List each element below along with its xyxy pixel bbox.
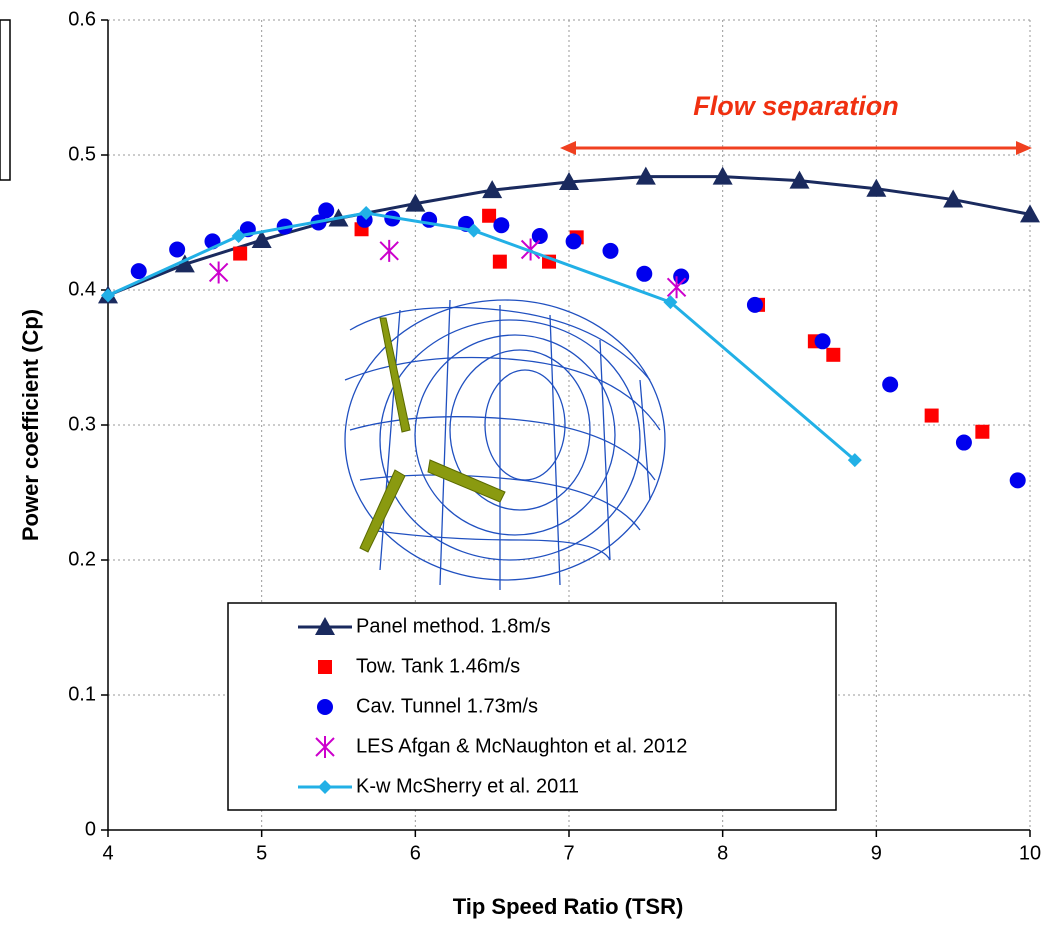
marker (359, 206, 374, 221)
marker (208, 261, 229, 284)
marker (602, 242, 619, 259)
turbine-blades (359, 317, 506, 553)
legend-marker (315, 736, 335, 758)
marker (1020, 204, 1040, 223)
marker (492, 254, 507, 269)
marker (559, 172, 579, 190)
legend-marker (317, 699, 333, 715)
y-tick-label: 0.2 (68, 548, 96, 570)
marker (130, 263, 147, 280)
x-tick-label: 4 (102, 842, 113, 864)
marker (405, 193, 426, 212)
marker (531, 228, 548, 244)
marker (866, 178, 887, 197)
legend-label: LES Afgan & McNaughton et al. 2012 (356, 735, 687, 757)
marker (169, 241, 186, 258)
y-tick-label: 0.4 (68, 278, 96, 300)
marker (943, 189, 964, 208)
marker (233, 246, 248, 261)
marker (955, 434, 972, 451)
marker (635, 166, 656, 185)
marker (231, 229, 246, 243)
x-axis-label: Tip Speed Ratio (TSR) (453, 894, 684, 919)
y-tick-label: 0 (85, 818, 96, 840)
marker (318, 202, 335, 219)
marker (482, 180, 503, 199)
marker (636, 265, 653, 282)
x-tick-label: 7 (563, 842, 574, 864)
legend-label: K-w McSherry et al. 2011 (356, 775, 579, 797)
marker (466, 223, 481, 238)
legend-marker (318, 780, 332, 794)
marker (493, 217, 510, 234)
x-tick-label: 6 (410, 842, 421, 864)
x-tick-label: 10 (1019, 842, 1041, 864)
legend-marker (315, 617, 335, 635)
x-tick-label: 5 (256, 842, 267, 864)
arrow-head (560, 141, 576, 155)
legend-label: Tow. Tank 1.46m/s (356, 655, 520, 677)
marker (251, 230, 272, 249)
legend-label: Cav. Tunnel 1.73m/s (356, 695, 538, 717)
marker (789, 170, 810, 189)
marker (666, 276, 687, 299)
annotation: Flow separation (693, 91, 899, 121)
legend-marker (318, 660, 332, 674)
marker (882, 376, 899, 393)
marker (712, 166, 733, 185)
marker (1009, 472, 1026, 489)
marker (520, 238, 541, 261)
marker (826, 347, 841, 362)
arrow-head (1016, 141, 1032, 155)
marker (975, 424, 990, 439)
marker (924, 408, 939, 423)
marker (663, 295, 678, 310)
clipped-box (0, 19, 11, 181)
turbine-inset (344, 299, 666, 590)
marker (814, 333, 831, 350)
legend-label: Panel method. 1.8m/s (356, 615, 551, 637)
y-tick-label: 0.1 (68, 683, 96, 705)
y-tick-label: 0.3 (68, 413, 96, 435)
marker (482, 208, 497, 223)
y-tick-label: 0.5 (68, 143, 96, 165)
y-tick-label: 0.6 (68, 8, 96, 30)
y-axis-label: Power coefficient (Cp) (18, 309, 43, 541)
x-tick-label: 9 (871, 842, 882, 864)
marker (174, 254, 195, 273)
marker (101, 288, 115, 303)
marker (565, 233, 582, 250)
series-line (107, 211, 856, 462)
x-tick-label: 8 (717, 842, 728, 864)
marker (847, 453, 862, 468)
marker (379, 239, 399, 262)
marker (746, 296, 763, 313)
